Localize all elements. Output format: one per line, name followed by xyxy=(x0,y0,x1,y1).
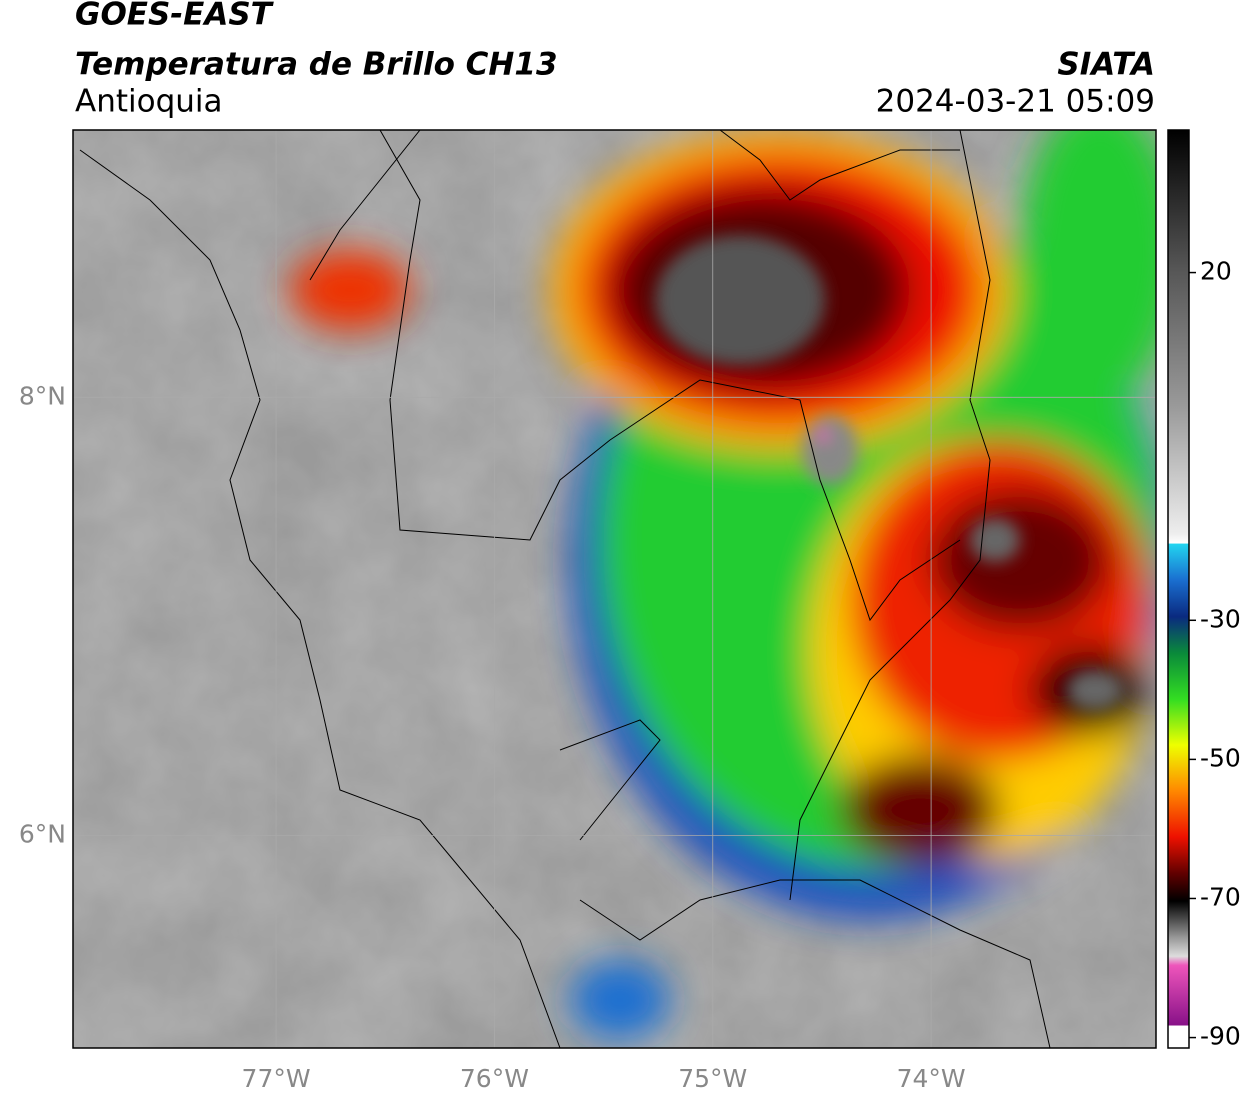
x-tick-label: 77°W xyxy=(242,1064,311,1093)
x-tick-label: 76°W xyxy=(460,1064,529,1093)
x-tick-label: 75°W xyxy=(678,1064,747,1093)
colorbar-tick-label: -30 xyxy=(1200,604,1241,633)
datetime: 2024-03-21 05:09 xyxy=(876,84,1155,120)
organization: SIATA xyxy=(1057,47,1155,83)
colorbar-tick-label: -90 xyxy=(1200,1022,1241,1051)
colorbar xyxy=(1167,129,1190,1049)
y-tick-label: 6°N xyxy=(19,819,66,848)
satellite-title: GOES-EAST xyxy=(75,0,275,33)
colorbar-tick-label: 20 xyxy=(1200,257,1232,286)
grid xyxy=(73,130,1156,1048)
x-tick-label: 74°W xyxy=(897,1064,966,1093)
product-title: Temperatura de Brillo CH13 xyxy=(75,47,558,83)
map-frame xyxy=(72,129,1157,1049)
colorbar-tick-label: -50 xyxy=(1200,743,1241,772)
region: Antioquia xyxy=(75,84,223,120)
colorbar-tick-label: -70 xyxy=(1200,882,1241,911)
satellite-image xyxy=(73,130,1156,1048)
y-tick-label: 8°N xyxy=(19,381,66,410)
